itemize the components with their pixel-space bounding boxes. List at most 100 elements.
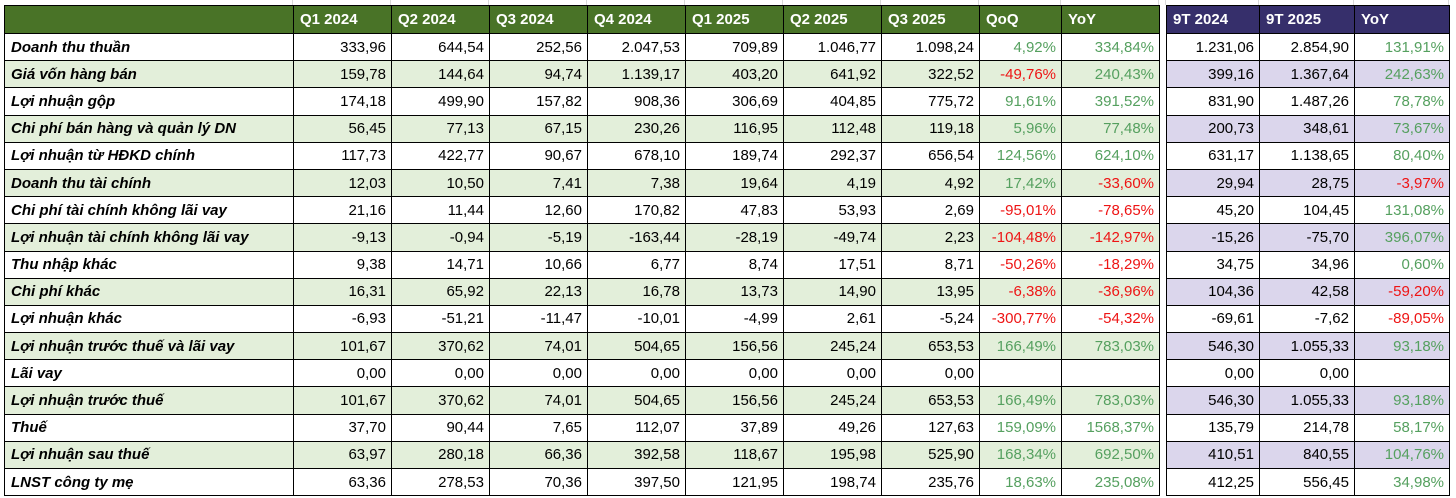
row-label: Lợi nhuận từ HĐKD chính <box>4 141 294 170</box>
cell-q1-2024: -6,93 <box>293 304 392 334</box>
header-q1-2024: Q1 2024 <box>293 5 392 34</box>
cell-q3-2025: 4,92 <box>881 168 980 198</box>
header-q4-2024: Q4 2024 <box>587 5 686 34</box>
section-gap <box>1159 33 1167 61</box>
cell-q2-2024: 280,18 <box>391 440 490 470</box>
cell-9t-2025: 104,45 <box>1259 196 1355 225</box>
cell-q4-2024: 397,50 <box>587 467 686 497</box>
cell-9t-2025: 214,78 <box>1259 413 1355 442</box>
cell-yoy: 77,48% <box>1061 114 1160 143</box>
cell-9t-2025: 348,61 <box>1259 114 1355 143</box>
table-row: Lợi nhuận sau thuế 63,97 280,18 66,36 392,58… <box>4 440 1450 470</box>
cell-q2-2024: -51,21 <box>391 304 490 334</box>
cell-q1-2025: 156,56 <box>685 386 784 415</box>
row-label: Chi phí khác <box>4 277 294 306</box>
cell-9t-2024: 546,30 <box>1166 386 1260 415</box>
cell-q4-2024: 112,07 <box>587 413 686 442</box>
cell-q1-2025: 189,74 <box>685 141 784 170</box>
cell-q1-2025: 47,83 <box>685 196 784 225</box>
cell-q1-2024: 16,31 <box>293 277 392 306</box>
cell-q3-2024: 157,82 <box>489 87 588 116</box>
header-q3-2024: Q3 2024 <box>489 5 588 34</box>
header-9t-2024: 9T 2024 <box>1166 5 1260 34</box>
cell-q2-2025: 112,48 <box>783 114 882 143</box>
cell-q2-2025: 292,37 <box>783 141 882 170</box>
cell-q2-2025: 245,24 <box>783 386 882 415</box>
cell-yoy-9t: 80,40% <box>1354 141 1450 170</box>
cell-q2-2024: 499,90 <box>391 87 490 116</box>
cell-q2-2025: 14,90 <box>783 277 882 306</box>
cell-q3-2024: 70,36 <box>489 467 588 497</box>
cell-9t-2024: 546,30 <box>1166 332 1260 361</box>
cell-9t-2024: 200,73 <box>1166 114 1260 143</box>
cell-q1-2024: 9,38 <box>293 250 392 279</box>
cell-q4-2024: 170,82 <box>587 196 686 225</box>
cell-9t-2024: 34,75 <box>1166 250 1260 279</box>
cell-9t-2025: -7,62 <box>1259 304 1355 334</box>
cell-q2-2024: 370,62 <box>391 386 490 415</box>
row-label: Giá vốn hàng bán <box>4 60 294 89</box>
row-label: Lợi nhuận trước thuế <box>4 386 294 415</box>
table-row: Chi phí bán hàng và quản lý DN 56,45 77,13… <box>4 114 1450 143</box>
table-row: Lợi nhuận khác -6,93 -51,21 -11,47 -10,01 -4,… <box>4 304 1450 334</box>
sheet-gridlines <box>4 0 1456 5</box>
cell-qoq: 18,63% <box>979 467 1062 497</box>
cell-q3-2025: 525,90 <box>881 440 980 470</box>
cell-qoq: 159,09% <box>979 413 1062 442</box>
section-gap <box>1159 359 1167 387</box>
cell-qoq: 166,49% <box>979 386 1062 415</box>
cell-qoq <box>979 359 1062 388</box>
cell-q1-2025: 306,69 <box>685 87 784 116</box>
cell-9t-2025: 556,45 <box>1259 467 1355 497</box>
section-gap <box>1159 332 1167 360</box>
cell-9t-2024: -15,26 <box>1166 223 1260 252</box>
cell-9t-2025: 28,75 <box>1259 168 1355 198</box>
cell-q1-2024: 63,36 <box>293 467 392 497</box>
cell-9t-2025: 2.854,90 <box>1259 32 1355 62</box>
cell-q4-2024: 230,26 <box>587 114 686 143</box>
cell-9t-2025: 34,96 <box>1259 250 1355 279</box>
cell-9t-2024: 831,90 <box>1166 87 1260 116</box>
cell-q1-2024: 12,03 <box>293 168 392 198</box>
cell-yoy: 624,10% <box>1061 141 1160 170</box>
cell-q3-2024: 67,15 <box>489 114 588 143</box>
cell-q1-2024: 159,78 <box>293 60 392 89</box>
row-label: Thuế <box>4 413 294 442</box>
cell-q3-2025: 653,53 <box>881 386 980 415</box>
cell-q1-2024: 101,67 <box>293 386 392 415</box>
cell-q1-2024: 63,97 <box>293 440 392 470</box>
financial-table: Q1 2024 Q2 2024 Q3 2024 Q4 2024 Q1 2025 Q2 20… <box>4 5 1450 497</box>
cell-q3-2024: 74,01 <box>489 386 588 415</box>
cell-yoy: 783,03% <box>1061 386 1160 415</box>
cell-yoy-9t: 58,17% <box>1354 413 1450 442</box>
table-row: Lợi nhuận từ HĐKD chính 117,73 422,77 90,67… <box>4 141 1450 170</box>
row-label: Lợi nhuận khác <box>4 304 294 334</box>
cell-qoq: -49,76% <box>979 60 1062 89</box>
cell-q3-2025: 653,53 <box>881 332 980 361</box>
header-q2-2024: Q2 2024 <box>391 5 490 34</box>
cell-yoy-9t: 131,91% <box>1354 32 1450 62</box>
cell-q3-2024: 94,74 <box>489 60 588 89</box>
cell-9t-2024: 45,20 <box>1166 196 1260 225</box>
cell-qoq: 91,61% <box>979 87 1062 116</box>
header-q1-2025: Q1 2025 <box>685 5 784 34</box>
cell-q2-2024: 11,44 <box>391 196 490 225</box>
table-row: Giá vốn hàng bán 159,78 144,64 94,74 1.139,1… <box>4 60 1450 89</box>
cell-q2-2025: 2,61 <box>783 304 882 334</box>
cell-q1-2025: 118,67 <box>685 440 784 470</box>
cell-yoy-9t: -89,05% <box>1354 304 1450 334</box>
cell-yoy: 783,03% <box>1061 332 1160 361</box>
cell-9t-2024: 412,25 <box>1166 467 1260 497</box>
cell-yoy: -18,29% <box>1061 250 1160 279</box>
cell-qoq: 17,42% <box>979 168 1062 198</box>
row-label: Chi phí tài chính không lãi vay <box>4 196 294 225</box>
cell-q4-2024: 908,36 <box>587 87 686 116</box>
row-label: Lợi nhuận gộp <box>4 87 294 116</box>
cell-9t-2025: 1.367,64 <box>1259 60 1355 89</box>
cell-q4-2024: -10,01 <box>587 304 686 334</box>
table-row: Lợi nhuận gộp 174,18 499,90 157,82 908,36 306… <box>4 87 1450 116</box>
cell-q4-2024: 392,58 <box>587 440 686 470</box>
cell-9t-2025: 1.487,26 <box>1259 87 1355 116</box>
cell-yoy: -36,96% <box>1061 277 1160 306</box>
cell-q1-2024: 0,00 <box>293 359 392 388</box>
